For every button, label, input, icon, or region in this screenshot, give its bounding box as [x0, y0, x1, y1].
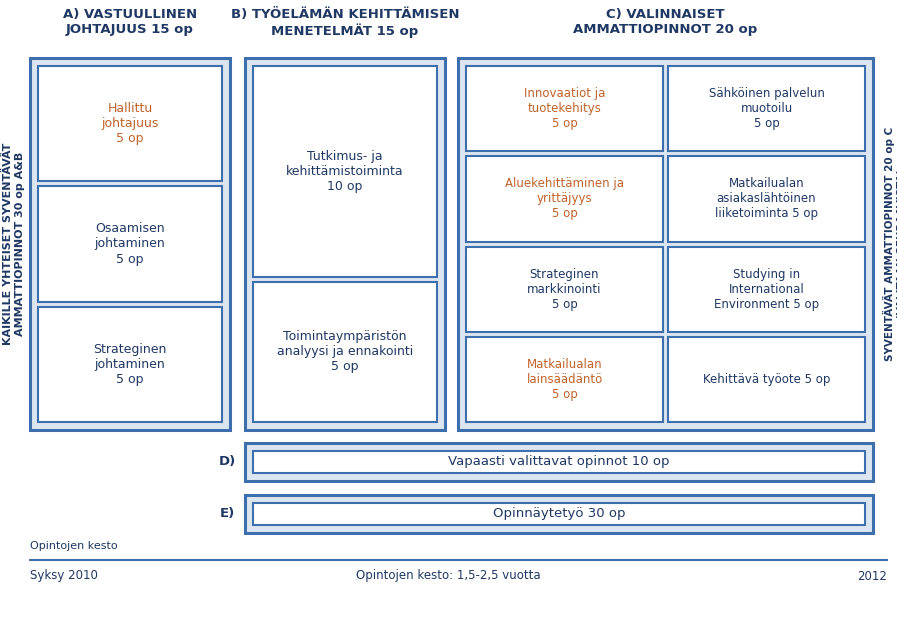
- FancyBboxPatch shape: [466, 156, 663, 242]
- Text: Innovaatiot ja
tuotekehitys
5 op: Innovaatiot ja tuotekehitys 5 op: [524, 87, 605, 130]
- Text: Hallittu
johtajuus
5 op: Hallittu johtajuus 5 op: [101, 102, 159, 145]
- FancyBboxPatch shape: [245, 58, 445, 430]
- FancyBboxPatch shape: [30, 58, 230, 430]
- FancyBboxPatch shape: [466, 337, 663, 422]
- Text: Matkailualan
asiakaslähtöinen
liiketoiminta 5 op: Matkailualan asiakaslähtöinen liiketoimi…: [715, 177, 818, 220]
- Text: Opintojen kesto: 1,5-2,5 vuotta: Opintojen kesto: 1,5-2,5 vuotta: [356, 570, 541, 583]
- Text: Matkailualan
lainsäädäntö
5 op: Matkailualan lainsäädäntö 5 op: [527, 358, 603, 401]
- Text: A) VASTUULLINEN
JOHTAJUUS 15 op: A) VASTUULLINEN JOHTAJUUS 15 op: [63, 8, 197, 36]
- Text: Strateginen
markkinointi
5 op: Strateginen markkinointi 5 op: [527, 268, 602, 310]
- FancyBboxPatch shape: [38, 307, 222, 422]
- Text: E): E): [220, 508, 235, 520]
- Text: Opinnäytetyö 30 op: Opinnäytetyö 30 op: [492, 508, 625, 520]
- FancyBboxPatch shape: [38, 187, 222, 302]
- Text: Kehittävä työote 5 op: Kehittävä työote 5 op: [703, 373, 831, 386]
- FancyBboxPatch shape: [253, 282, 437, 422]
- Text: C) VALINNAISET
AMMATTIOPINNOT 20 op: C) VALINNAISET AMMATTIOPINNOT 20 op: [573, 8, 758, 36]
- Text: Strateginen
johtaminen
5 op: Strateginen johtaminen 5 op: [93, 343, 167, 386]
- Text: Opintojen kesto: Opintojen kesto: [30, 541, 118, 551]
- FancyBboxPatch shape: [38, 66, 222, 182]
- FancyBboxPatch shape: [668, 156, 865, 242]
- FancyBboxPatch shape: [466, 66, 663, 151]
- FancyBboxPatch shape: [253, 66, 437, 277]
- FancyBboxPatch shape: [253, 451, 865, 473]
- FancyBboxPatch shape: [245, 443, 873, 481]
- Text: Sähköinen palvelun
muotoilu
5 op: Sähköinen palvelun muotoilu 5 op: [709, 87, 824, 130]
- Text: B) TYÖELÄMÄN KEHITTÄMISEN
MENETELMÄT 15 op: B) TYÖELÄMÄN KEHITTÄMISEN MENETELMÄT 15 …: [231, 8, 459, 38]
- FancyBboxPatch shape: [668, 337, 865, 422]
- FancyBboxPatch shape: [668, 247, 865, 332]
- Text: Aluekehittäminen ja
yrittäjyys
5 op: Aluekehittäminen ja yrittäjyys 5 op: [505, 177, 624, 220]
- FancyBboxPatch shape: [466, 247, 663, 332]
- Text: Vapaasti valittavat opinnot 10 op: Vapaasti valittavat opinnot 10 op: [448, 456, 670, 468]
- Text: Osaamisen
johtaminen
5 op: Osaamisen johtaminen 5 op: [94, 222, 165, 265]
- Text: 2012: 2012: [858, 570, 887, 583]
- FancyBboxPatch shape: [253, 503, 865, 525]
- FancyBboxPatch shape: [245, 495, 873, 533]
- FancyBboxPatch shape: [668, 66, 865, 151]
- Text: Tutkimus- ja
kehittämistoiminta
10 op: Tutkimus- ja kehittämistoiminta 10 op: [286, 150, 404, 193]
- Text: KAIKILLE YHTEISET SYVENTÄVÄT
AMMATTIOPINNOT 30 op A&B: KAIKILLE YHTEISET SYVENTÄVÄT AMMATTIOPIN…: [4, 143, 25, 345]
- Text: Toimintaympäristön
analyysi ja ennakointi
5 op: Toimintaympäristön analyysi ja ennakoint…: [277, 331, 414, 373]
- Text: D): D): [218, 456, 236, 468]
- Text: Studying in
International
Environment 5 op: Studying in International Environment 5 …: [714, 268, 819, 310]
- Text: SYVENTÄVÄT AMMATTIOPINNOT 20 op C
(VALITAAN SEURAAVISTA): SYVENTÄVÄT AMMATTIOPINNOT 20 op C (VALIT…: [884, 127, 897, 361]
- Text: Syksy 2010: Syksy 2010: [30, 570, 98, 583]
- FancyBboxPatch shape: [458, 58, 873, 430]
